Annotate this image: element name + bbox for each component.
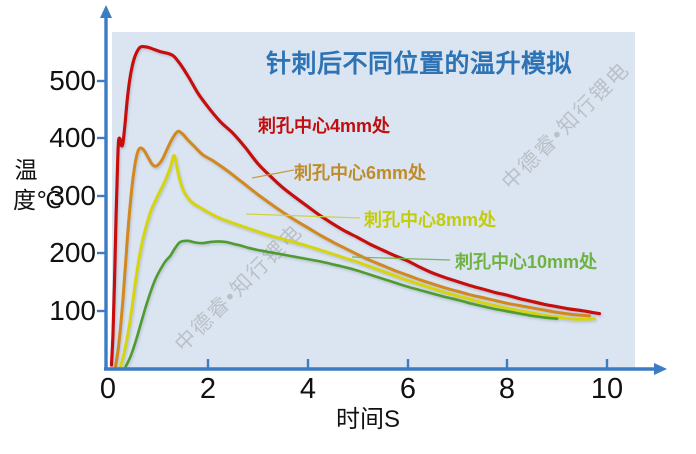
x-tick-label-0: 0 bbox=[99, 373, 117, 405]
series-label-6mm: 刺孔中心6mm处 bbox=[294, 163, 427, 183]
y-tick-label-500: 500 bbox=[49, 65, 96, 96]
curve-4 bbox=[124, 239, 559, 369]
data-curves bbox=[109, 44, 602, 369]
x-tick-label-8: 8 bbox=[498, 373, 516, 405]
curve-3 bbox=[119, 153, 596, 369]
x-axis-arrow-icon bbox=[654, 363, 667, 375]
leader-8mm bbox=[245, 213, 361, 219]
curve-2 bbox=[114, 129, 591, 369]
x-tick-label-4: 4 bbox=[299, 373, 317, 405]
label-leader-lines bbox=[245, 169, 451, 261]
axes bbox=[97, 5, 667, 375]
y-axis-arrow-icon bbox=[100, 5, 112, 18]
curve-1 bbox=[109, 44, 602, 367]
x-tick-label-10: 10 bbox=[590, 373, 624, 405]
y-tick-marks bbox=[97, 79, 106, 313]
y-tick-label-200: 200 bbox=[49, 237, 96, 268]
x-tick-marks bbox=[206, 359, 609, 369]
x-tick-label-6: 6 bbox=[399, 373, 417, 405]
series-label-10mm: 刺孔中心10mm处 bbox=[455, 252, 598, 272]
leader-6mm bbox=[251, 169, 295, 179]
series-label-8mm: 刺孔中心8mm处 bbox=[364, 210, 497, 230]
series-label-4mm: 刺孔中心4mm处 bbox=[258, 116, 391, 136]
y-tick-label-300: 300 bbox=[49, 180, 96, 211]
x-tick-label-2: 2 bbox=[199, 373, 217, 405]
y-tick-label-100: 100 bbox=[49, 295, 96, 326]
chart-title: 针刺后不同位置的温升模拟 bbox=[266, 50, 573, 78]
y-tick-label-400: 400 bbox=[49, 122, 96, 153]
leader-10mm bbox=[351, 256, 451, 261]
x-axis-title: 时间S bbox=[335, 406, 400, 433]
